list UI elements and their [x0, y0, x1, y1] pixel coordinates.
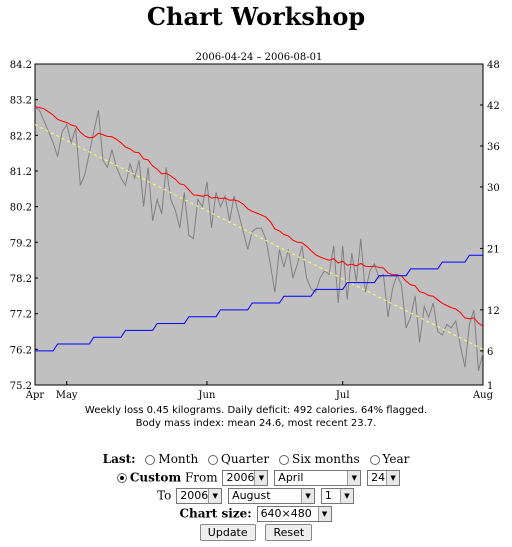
reset-button[interactable]: Reset: [265, 524, 313, 541]
y-right-tick-label: 1: [487, 381, 493, 392]
daily-weight-line: [34, 106, 484, 371]
to-year-select[interactable]: 2006 ▼: [176, 488, 223, 504]
chevron-down-icon: ▼: [339, 489, 353, 503]
period-row: Last: Month Quarter Six months Year: [0, 452, 512, 466]
last-label: Last:: [102, 452, 136, 466]
from-row: Custom From 2006 ▼ April ▼ 24 ▼: [0, 470, 512, 486]
y-right-tick-label: 42: [487, 101, 500, 112]
chevron-down-icon: ▼: [254, 471, 268, 485]
radio-month-label: Month: [158, 452, 199, 466]
x-tick-label: Aug: [472, 390, 494, 401]
y-left-tick-label: 79.2: [10, 238, 32, 249]
from-year-value: 2006: [226, 471, 255, 484]
y-right-tick-label: 30: [487, 183, 500, 194]
y-left-tick-label: 75.2: [10, 381, 32, 392]
y-left-tick-label: 82.2: [10, 131, 32, 142]
radio-quarter[interactable]: [208, 454, 219, 465]
y-left-tick-label: 83.2: [10, 96, 32, 107]
x-tick-label: Jul: [335, 390, 350, 401]
to-month-value: August: [232, 489, 271, 502]
radio-quarter-label: Quarter: [221, 452, 270, 466]
y-left-tick-label: 81.2: [10, 167, 32, 178]
chart-size-select[interactable]: 640×480 ▼: [256, 506, 332, 522]
from-month-select[interactable]: April ▼: [274, 470, 362, 486]
y-left-tick-label: 77.2: [10, 310, 32, 321]
to-year-value: 2006: [180, 489, 209, 502]
from-day-select[interactable]: 24 ▼: [367, 470, 401, 486]
x-tick-label: Jun: [198, 390, 216, 401]
button-row: Update Reset: [0, 524, 512, 541]
to-month-select[interactable]: August ▼: [228, 488, 316, 504]
radio-six-months-label: Six months: [291, 452, 360, 466]
y-left-tick-label: 76.2: [10, 345, 32, 356]
x-tick-label: May: [56, 390, 78, 401]
chevron-down-icon: ▼: [208, 489, 222, 503]
y-left-tick-label: 84.2: [10, 60, 32, 71]
plot-area: [34, 63, 484, 386]
y-right-tick-label: 48: [487, 60, 500, 71]
y-right-tick-label: 12: [487, 306, 500, 317]
to-label: To: [157, 488, 172, 503]
stats-line-1: Weekly loss 0.45 kilograms. Daily defici…: [84, 405, 428, 416]
y-left-tick-label: 80.2: [10, 203, 32, 214]
size-row: Chart size: 640×480 ▼: [0, 506, 512, 522]
chart-title: 2006-04-24 – 2006-08-01: [196, 52, 323, 63]
page-title: Chart Workshop: [146, 2, 366, 31]
chevron-down-icon: ▼: [317, 507, 331, 521]
radio-year[interactable]: [369, 454, 380, 465]
to-day-select[interactable]: 1 ▼: [320, 488, 354, 504]
y-right-tick-label: 21: [487, 244, 500, 255]
weight-chart: 2006-04-24 – 2006-08-01 84.2 83.2 82.2 81.2…: [10, 52, 500, 401]
chevron-down-icon: ▼: [347, 471, 361, 485]
chart-size-label: Chart size:: [179, 506, 252, 521]
update-button[interactable]: Update: [199, 524, 256, 541]
radio-year-label: Year: [382, 452, 410, 466]
flag-count-line: [35, 254, 483, 352]
radio-six-months[interactable]: [278, 454, 289, 465]
from-year-select[interactable]: 2006 ▼: [222, 470, 269, 486]
y-right-tick-label: 36: [487, 142, 500, 153]
y-right-tick-label: 6: [487, 347, 493, 358]
stats-line-2: Body mass index: mean 24.6, most recent …: [135, 418, 377, 429]
radio-month[interactable]: [145, 454, 156, 465]
from-month-value: April: [278, 471, 304, 484]
chevron-down-icon: ▼: [301, 489, 315, 503]
to-day-value: 1: [324, 489, 332, 502]
to-row: To 2006 ▼ August ▼ 1 ▼: [0, 488, 512, 504]
from-day-value: 24: [371, 471, 386, 484]
from-label: From: [184, 470, 218, 485]
chart-size-value: 640×480: [260, 507, 312, 520]
chevron-down-icon: ▼: [386, 471, 400, 485]
custom-label: Custom: [129, 470, 182, 485]
trend-line: [34, 106, 484, 327]
y-left-tick-label: 78.2: [10, 274, 32, 285]
radio-custom[interactable]: [116, 473, 127, 483]
x-tick-label: Apr: [25, 390, 45, 401]
